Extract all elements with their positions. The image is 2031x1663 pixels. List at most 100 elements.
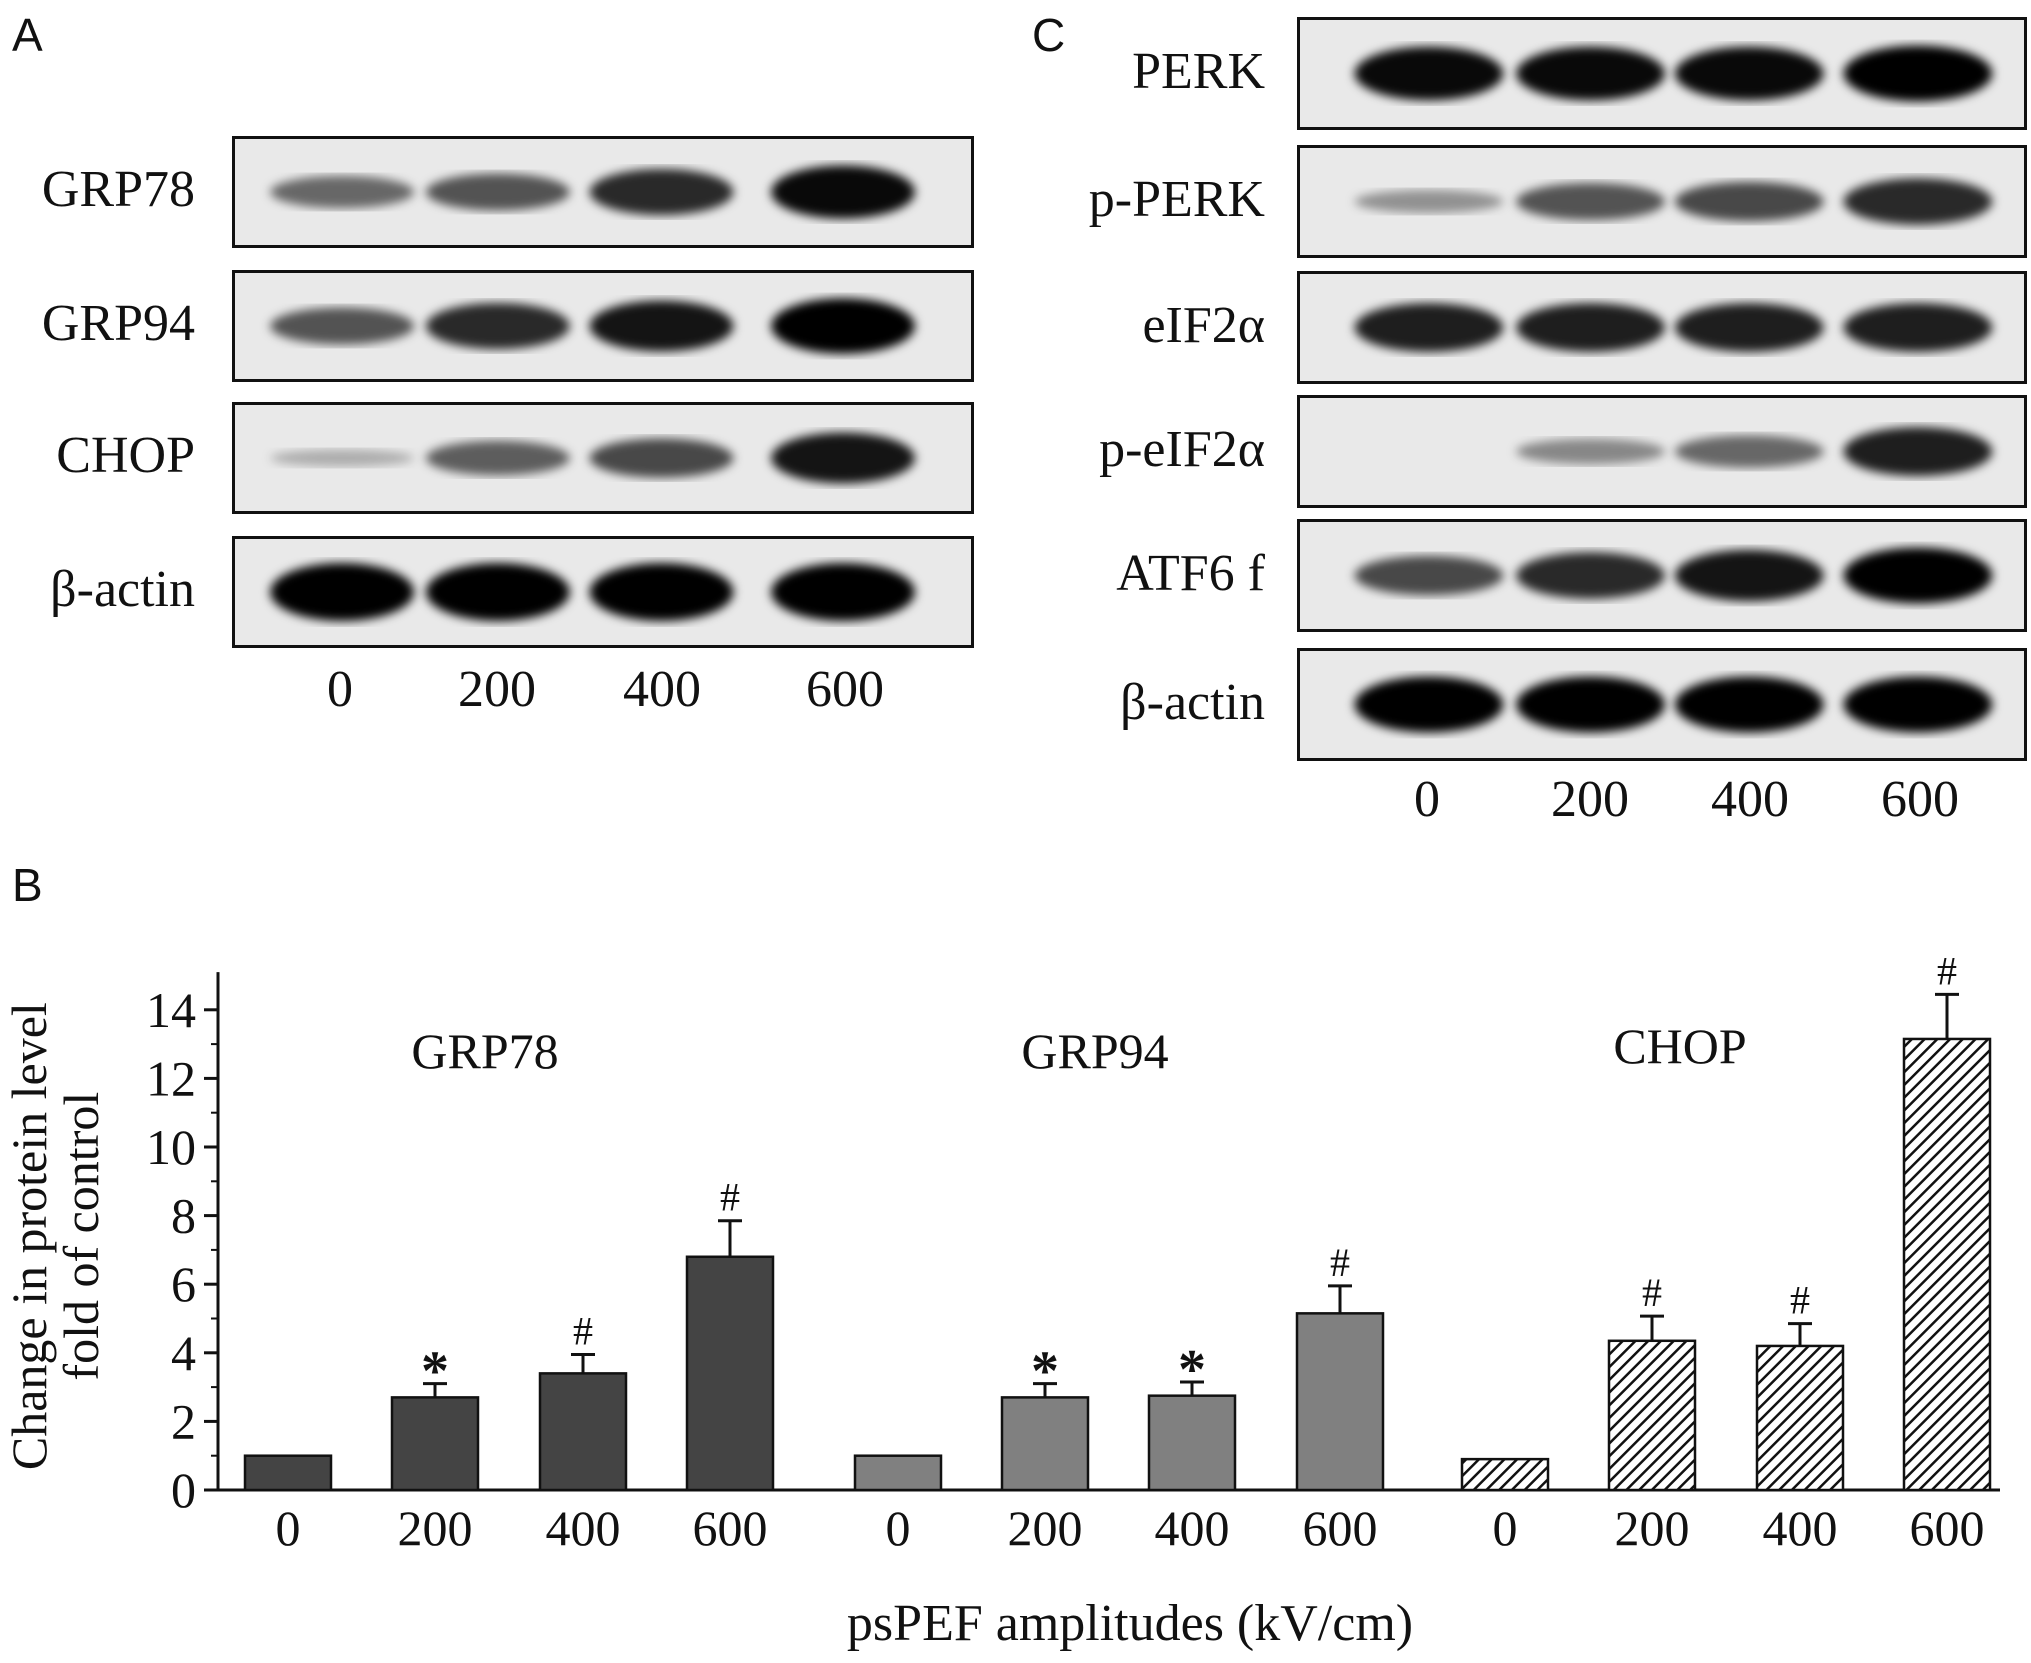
band-a-3-0 [270,563,415,621]
blot-label-a-0: GRP78 [41,161,195,218]
band-c-4-2 [1674,549,1824,602]
blot-strip-c-5 [1297,648,2027,761]
blot-label-a-2: CHOP [56,427,195,484]
x-tick-label: 0 [276,1500,301,1556]
x-tick-label: 200 [398,1500,473,1556]
blot-strip-a-1 [232,270,974,382]
blot-label-c-1: p-PERK [1088,170,1265,228]
series-label-grp78: GRP78 [411,1023,558,1079]
blot-strip-a-3 [232,536,974,648]
band-c-0-1 [1516,46,1665,101]
lane-label-a-0: 0 [327,661,353,718]
band-c-3-3 [1843,426,1993,477]
bar-chop-400 [1755,1344,1845,1492]
blot-label-c-2: eIF2α [1142,296,1265,354]
band-c-5-3 [1843,676,1993,733]
band-c-0-2 [1674,46,1824,101]
x-tick-label: 600 [1303,1500,1378,1556]
bar-grp78-600 [685,1255,775,1492]
band-c-1-3 [1843,178,1993,225]
bar-chop-200 [1607,1339,1697,1492]
band-c-3-2 [1674,435,1824,468]
significance-mark: # [1790,1278,1810,1323]
x-tick-label: 400 [546,1500,621,1556]
band-a-0-2 [589,168,734,216]
bar-chop-0 [1460,1457,1550,1492]
band-c-5-0 [1354,676,1504,733]
blot-label-c-4: ATF6 f [1116,544,1265,602]
y-axis-label-line2: fold of control [53,1092,109,1381]
blot-strip-c-2 [1297,271,2027,384]
band-a-1-1 [425,302,570,350]
x-tick-label: 600 [693,1500,768,1556]
band-c-1-0 [1354,189,1504,214]
band-a-2-2 [589,438,734,478]
panel-letter-a: A [12,9,43,61]
bar-grp78-400 [538,1372,628,1492]
x-tick-label: 200 [1008,1500,1083,1556]
x-tick-label: 600 [1910,1500,1985,1556]
band-a-0-1 [425,173,570,211]
band-c-0-3 [1843,45,1993,102]
band-c-4-3 [1843,547,1993,604]
band-c-4-0 [1354,555,1504,596]
panel-letter-c: C [1032,9,1066,61]
blot-label-a-1: GRP94 [41,295,195,352]
y-tick-label: 6 [171,1256,196,1312]
blot-strip-c-4 [1297,519,2027,632]
band-a-2-1 [425,440,570,476]
band-a-3-1 [425,563,570,621]
significance-mark: # [1642,1270,1662,1315]
band-a-3-2 [589,563,734,621]
x-tick-label: 400 [1155,1500,1230,1556]
y-tick-label: 8 [171,1188,196,1244]
blot-strip-c-1 [1297,145,2027,258]
lane-label-a-2: 400 [623,661,701,718]
y-tick-label: 12 [146,1050,196,1106]
series-label-chop: CHOP [1613,1018,1746,1074]
blot-strip-c-3 [1297,395,2027,508]
blot-strip-c-0 [1297,17,2027,130]
blot-label-a-3: β-actin [50,561,195,618]
band-a-0-3 [771,165,915,219]
significance-mark: * [1178,1339,1206,1401]
bar-grp78-200 [390,1396,480,1492]
lane-label-c-3: 600 [1881,771,1959,828]
x-tick-label: 400 [1763,1500,1838,1556]
blot-label-c-5: β-actin [1120,673,1265,731]
band-a-2-3 [771,432,915,484]
y-tick-label: 14 [146,982,196,1038]
series-label-grp94: GRP94 [1021,1023,1168,1079]
significance-mark: # [1937,948,1957,993]
y-tick-label: 4 [171,1325,196,1381]
bar-grp94-400 [1147,1394,1237,1492]
band-c-2-0 [1354,302,1504,353]
x-tick-label: 0 [1493,1500,1518,1556]
band-a-2-0 [270,449,415,467]
blot-strip-a-2 [232,402,974,514]
y-axis-label-line1: Change in protein level [1,1002,57,1470]
band-c-4-1 [1516,552,1665,599]
lane-label-c-0: 0 [1414,771,1440,828]
lane-label-a-1: 200 [458,661,536,718]
band-a-0-0 [270,175,415,209]
blot-label-c-0: PERK [1132,42,1265,100]
band-c-3-1 [1516,438,1665,465]
band-c-1-1 [1516,182,1665,221]
y-tick-label: 10 [146,1119,196,1175]
band-c-2-1 [1516,302,1665,353]
band-c-1-2 [1674,181,1824,222]
significance-mark: * [1031,1341,1059,1403]
panel-letter-b: B [12,859,43,911]
band-a-1-3 [771,298,915,354]
x-tick-label: 0 [886,1500,911,1556]
bar-grp94-0 [853,1454,943,1492]
bar-chop-600 [1902,1037,1992,1492]
significance-mark: # [720,1175,740,1220]
band-c-2-2 [1674,302,1824,353]
blot-label-c-3: p-eIF2α [1099,420,1265,478]
blot-strip-a-0 [232,136,974,248]
band-c-0-0 [1354,46,1504,101]
bar-grp94-200 [1000,1396,1090,1492]
